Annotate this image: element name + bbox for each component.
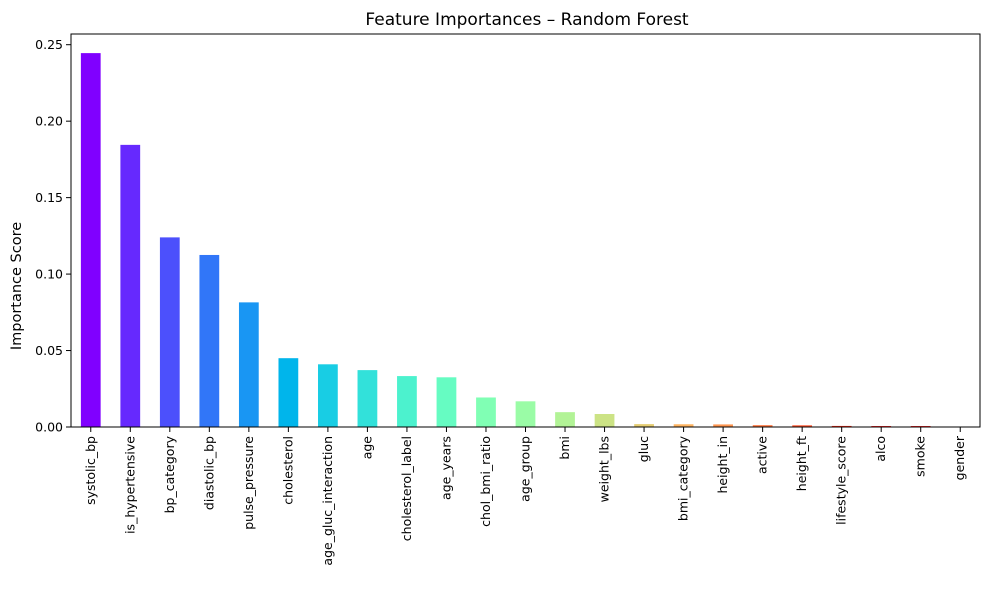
bar-cholesterol-label <box>397 376 417 427</box>
bar-bmi <box>555 412 575 427</box>
x-ticks-group: systolic_bp is_hypertensive bp_category dia… <box>83 427 967 566</box>
x-tick-label: bp_category <box>162 435 177 513</box>
bar-is-hypertensive <box>120 144 141 427</box>
x-tick-label: bmi <box>557 436 572 460</box>
x-tick-label: diastolic_bp <box>201 436 216 510</box>
bar-age-group <box>515 401 536 427</box>
bar-bmi-category <box>673 424 694 427</box>
y-tick-label: 0.10 <box>35 267 63 282</box>
bar-weight-lbs <box>594 414 615 427</box>
y-axis-label: Importance Score <box>9 222 25 350</box>
bar-age <box>357 370 378 427</box>
x-tick-label: weight_lbs <box>597 436 612 502</box>
x-tick-label: age <box>359 436 374 460</box>
chart-title: Feature Importances – Random Forest <box>365 10 689 30</box>
x-tick-label: smoke <box>913 436 928 477</box>
x-tick-label: pulse_pressure <box>241 436 256 530</box>
bar-active <box>752 425 773 427</box>
bar-gluc <box>634 424 654 427</box>
bar-age-gluc-interaction <box>318 364 338 427</box>
x-tick-label: cholesterol_label <box>399 436 414 541</box>
bar-bp-category <box>159 237 180 427</box>
x-tick-label: age_gluc_interaction <box>320 436 335 566</box>
x-tick-label: chol_bmi_ratio <box>478 436 493 527</box>
bar-chol-bmi-ratio <box>476 397 496 427</box>
x-tick-label: alco <box>873 436 888 462</box>
x-tick-label: bmi_category <box>676 435 691 521</box>
x-tick-label: gluc <box>636 436 651 462</box>
y-tick-label: 0.00 <box>35 420 63 435</box>
bar-lifestyle-score <box>831 425 852 427</box>
x-tick-label: age_group <box>518 436 533 502</box>
x-tick-label: systolic_bp <box>83 436 98 505</box>
y-tick-label: 0.15 <box>35 190 63 205</box>
bar-cholesterol <box>278 358 299 427</box>
x-tick-label: height_ft <box>794 436 809 491</box>
y-ticks-group: 0.00 0.05 0.10 0.15 0.20 0.25 <box>35 37 71 435</box>
y-tick-label: 0.05 <box>35 343 63 358</box>
plot-frame <box>70 33 981 428</box>
x-tick-label: is_hypertensive <box>122 436 137 534</box>
y-tick-label: 0.25 <box>35 37 63 52</box>
bar-height-in <box>713 424 733 427</box>
bars-group <box>80 53 971 428</box>
x-tick-label: lifestyle_score <box>834 436 849 525</box>
bar-pulse-pressure <box>238 302 259 427</box>
bar-diastolic-bp <box>199 254 220 427</box>
bar-systolic-bp <box>80 53 101 428</box>
x-tick-label: gender <box>952 435 967 480</box>
bar-age-years <box>436 377 457 427</box>
bar-height-ft <box>792 425 813 427</box>
x-tick-label: age_years <box>438 436 453 500</box>
x-tick-label: height_in <box>715 436 730 494</box>
y-tick-label: 0.20 <box>35 114 63 129</box>
x-tick-label: active <box>755 436 770 474</box>
x-tick-label: cholesterol <box>280 436 295 505</box>
